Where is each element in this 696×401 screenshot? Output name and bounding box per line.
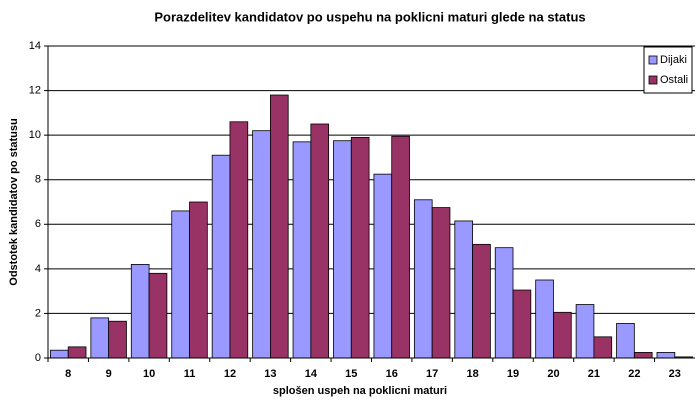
y-tick-label: 8: [35, 174, 41, 186]
x-tick-label: 17: [426, 368, 438, 380]
bar: [472, 243, 491, 359]
y-tick-label: 14: [29, 40, 41, 52]
y-tick-label: 0: [35, 352, 41, 364]
y-tick-label: 6: [35, 218, 41, 230]
bar: [130, 263, 150, 359]
y-tick-label: 4: [35, 263, 41, 275]
x-tick-label: 22: [628, 368, 640, 380]
bar: [633, 352, 653, 359]
x-tick-label: 15: [345, 368, 357, 380]
legend-swatch: [648, 75, 658, 85]
x-tick-label: 12: [224, 368, 236, 380]
bar: [391, 135, 410, 359]
bar: [292, 141, 312, 359]
bar: [333, 140, 352, 359]
x-tick-label: 19: [507, 368, 519, 380]
bar: [67, 346, 87, 359]
legend-swatch: [648, 55, 658, 65]
x-tick-label: 16: [386, 368, 398, 380]
bar: [350, 136, 370, 359]
y-tick-label: 10: [29, 129, 41, 141]
x-tick-label: 11: [184, 368, 196, 380]
x-tick-label: 18: [466, 368, 478, 380]
bar: [413, 199, 433, 359]
bar: [252, 130, 271, 359]
x-tick-label: 10: [143, 368, 155, 380]
bar: [211, 154, 231, 359]
y-tick-label: 12: [29, 84, 41, 96]
chart-title: Porazdelitev kandidatov po uspehu na pok…: [154, 9, 585, 24]
bar: [270, 94, 289, 359]
legend-box: [643, 46, 693, 94]
legend-label: Ostali: [660, 74, 688, 86]
bar: [229, 121, 249, 359]
bar: [553, 311, 572, 359]
bar: [310, 123, 330, 359]
x-tick-label: 21: [588, 368, 600, 380]
x-tick-label: 9: [106, 368, 112, 380]
bar: [616, 323, 635, 359]
bar: [494, 247, 514, 359]
x-tick-label: 20: [547, 368, 559, 380]
x-tick-label: 8: [65, 368, 71, 380]
x-tick-label: 23: [669, 368, 681, 380]
x-axis-label: splošen uspeh na poklicni maturi: [273, 385, 447, 397]
legend-label: Dijaki: [660, 54, 687, 66]
bar: [656, 352, 676, 359]
bar: [50, 349, 69, 359]
bar: [90, 317, 110, 359]
bar: [535, 279, 554, 359]
bar: [454, 220, 473, 359]
bar: [373, 173, 393, 359]
bar: [593, 336, 613, 359]
bar: [108, 320, 127, 359]
x-tick-label: 14: [305, 368, 318, 380]
bar: [189, 201, 208, 359]
bar: [575, 304, 595, 359]
bar: [512, 289, 532, 359]
y-axis-label: Odstotek kandidatov po statusu: [8, 118, 20, 285]
x-tick-label: 13: [264, 368, 276, 380]
y-tick-label: 2: [35, 307, 41, 319]
bar: [431, 207, 451, 359]
bar: [148, 272, 168, 359]
bar: [171, 210, 190, 359]
